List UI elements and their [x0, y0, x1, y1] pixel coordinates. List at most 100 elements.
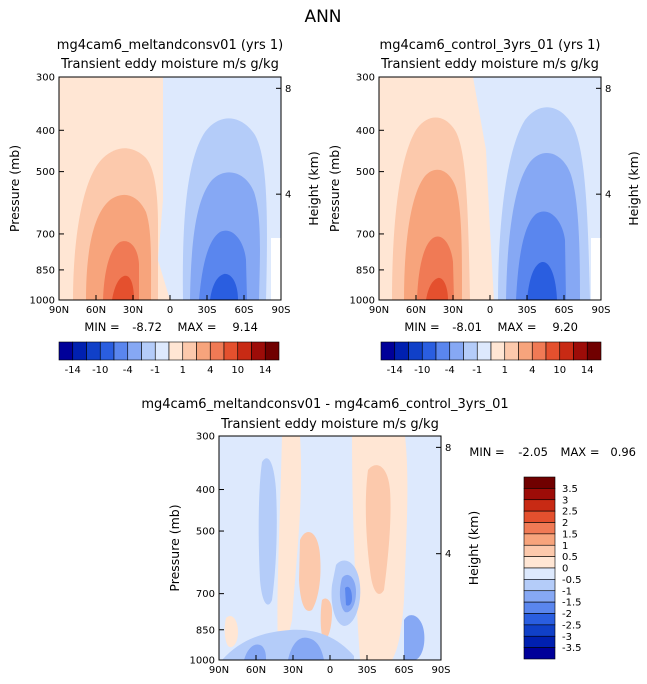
panel-2-ytick-label: 850 [356, 265, 375, 276]
panel-3-ytick-label: 850 [196, 625, 215, 636]
panel-1: mg4cam6_meltandconsv01 (yrs 1) Transient… [7, 38, 321, 334]
panel-1-field [59, 77, 281, 300]
colorbar-2-swatch [421, 341, 437, 361]
colorbar-1-label: 4 [207, 365, 213, 376]
colorbar-2-label: -1 [472, 365, 482, 376]
colorbar-2-swatch [490, 341, 506, 361]
panel-3-height-axis-label: Height (km) [466, 511, 481, 585]
panel-3-ytick-label: 300 [196, 432, 215, 443]
colorbar-1-swatch [237, 341, 252, 361]
colorbar-2-swatch [518, 341, 533, 361]
panel-2-xtick-label: 0 [487, 305, 493, 316]
panel-1-title: mg4cam6_meltandconsv01 (yrs 1) [57, 38, 283, 53]
panel-3-height-tick-label: 8 [445, 443, 451, 454]
panel-2-xtick-label: 90N [369, 305, 389, 316]
panel-3-neg-surface-3 [244, 644, 266, 660]
panel-2-ytick-label: 1000 [350, 296, 375, 307]
panel-1-height-axis-label: Height (km) [306, 151, 321, 225]
panel-1-max-value: 9.14 [232, 320, 258, 334]
panel-2-max-value: 9.20 [552, 320, 578, 334]
colorbar-3-label: 0.5 [562, 552, 578, 563]
panel-3-neg-surface-2 [288, 637, 324, 660]
colorbar-3-label: 3 [562, 495, 568, 506]
panel-3-height-tick-label: 4 [445, 549, 451, 560]
colorbar-2-label: 4 [529, 365, 535, 376]
panel-2-axes: 90N 60N 30N 0 30S 60S 90S 300 400 500 700 850 1000 8 4… [327, 73, 641, 317]
panel-3-min-value: -2.05 [518, 445, 548, 459]
panel-3-pos-band-inner [365, 465, 391, 594]
colorbar-2-swatch [586, 341, 602, 361]
colorbar-2-swatch [504, 341, 519, 361]
colorbar-3-swatch [523, 579, 556, 592]
colorbar-1-swatch [141, 341, 156, 361]
colorbar-2-label: -14 [387, 365, 403, 376]
colorbar-3-swatch [523, 556, 556, 569]
colorbar-3-swatch [523, 522, 556, 535]
panel-1-contour-pos-10 [112, 275, 134, 300]
panel-2-pressure-axis-label: Pressure (mb) [327, 145, 342, 232]
panel-3-axes: 90N 60N 30N 0 30S 60S 90S 300 400 500 700 850 1000 8 4… [167, 432, 481, 677]
colorbar-2-swatch [545, 341, 561, 361]
panel-2-height-tick-label: 4 [605, 190, 611, 201]
panel-1-min-value: -8.72 [132, 320, 162, 334]
panel-2-ytick-label: 500 [356, 167, 375, 178]
panel-1-xtick-label: 30S [197, 305, 216, 316]
colorbar-3-swatch [523, 510, 556, 523]
colorbar-1-swatch [168, 341, 184, 361]
panel-1-subtitle: Transient eddy moisture m/s g/kg [60, 57, 279, 72]
panel-2-ytick-label: 400 [356, 126, 375, 137]
panel-3-xtick-label: 30N [283, 665, 303, 676]
panel-3-neg-central-3 [345, 586, 352, 606]
panel-3-xtick-label: 60S [394, 665, 413, 676]
colorbar-1-label: -10 [92, 365, 108, 376]
colorbar-3-label: -2 [562, 609, 572, 620]
panel-1-ytick-label: 700 [36, 229, 55, 240]
colorbar-3-swatch [523, 488, 556, 501]
panel-3-ytick-label: 700 [196, 589, 215, 600]
panel-3-title: mg4cam6_meltandconsv01 - mg4cam6_control… [141, 397, 508, 412]
colorbar-1-swatch [86, 341, 101, 361]
colorbar-1-swatch [196, 341, 211, 361]
panel-3-pressure-axis-label: Pressure (mb) [167, 504, 182, 591]
colorbar-3-label: 1 [562, 541, 568, 552]
colorbar-3-label: -1 [562, 586, 572, 597]
colorbar-1-swatch [58, 341, 74, 361]
colorbar-1-swatch [251, 341, 266, 361]
colorbar-2: -14 -10 -4 -1 1 4 10 14 [380, 341, 602, 376]
colorbar-2-swatch [559, 341, 574, 361]
panel-1-contour-neg-8 [199, 230, 247, 300]
colorbar-2-swatch [531, 341, 547, 361]
colorbar-1-label: 10 [231, 365, 244, 376]
colorbar-1-swatch [127, 341, 142, 361]
panel-2-min-label: MIN = [404, 320, 439, 334]
panel-1-ytick-label: 500 [36, 167, 55, 178]
panel-2-ytick-label: 300 [356, 73, 375, 84]
panel-2-contour-neg-10 [527, 261, 557, 300]
panel-3-field [219, 436, 441, 660]
colorbar-3-swatch [523, 613, 556, 626]
colorbar-2-swatch [408, 341, 423, 361]
panel-2-xtick-label: 30N [443, 305, 463, 316]
panel-3-ytick-label: 1000 [190, 656, 215, 667]
colorbar-3-label: 3.5 [562, 484, 578, 495]
colorbar-3-label: 2.5 [562, 507, 578, 518]
panel-1-xtick-label: 0 [167, 305, 173, 316]
panel-2: mg4cam6_control_3yrs_01 (yrs 1) Transien… [327, 38, 641, 334]
colorbar-1-swatch [264, 341, 280, 361]
panel-3-xtick-label: 90S [431, 665, 450, 676]
colorbar-3-swatch [523, 590, 556, 603]
panel-1-xtick-label: 90N [49, 305, 69, 316]
panel-3-ytick-label: 400 [196, 485, 215, 496]
colorbar-3-label: -0.5 [562, 575, 582, 586]
panel-3-neg-south [404, 615, 425, 660]
colorbar-3-label: 0 [562, 564, 568, 575]
panel-2-min-value: -8.01 [452, 320, 482, 334]
colorbar-1-swatch [209, 341, 225, 361]
colorbar-2-swatch [394, 341, 409, 361]
colorbar-3-swatch [523, 624, 556, 637]
colorbar-2-swatch [435, 341, 451, 361]
colorbar-1-label: 1 [180, 365, 186, 376]
panel-3-xtick-label: 90N [209, 665, 229, 676]
colorbar-3-label: -3 [562, 632, 572, 643]
panel-2-max-label: MAX = [498, 320, 537, 334]
